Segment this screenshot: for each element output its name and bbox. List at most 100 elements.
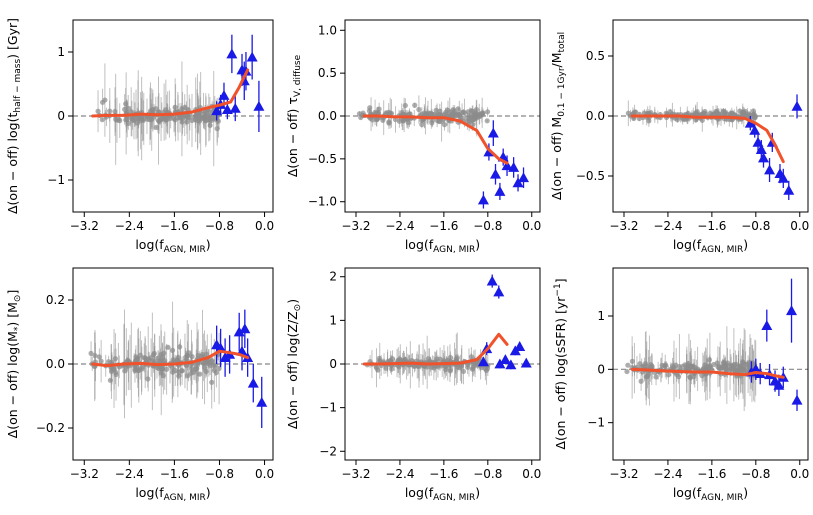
sample-point <box>721 365 727 371</box>
sample-point <box>99 117 105 123</box>
x-tick-label: −3.2 <box>609 219 638 233</box>
sample-point <box>484 118 490 124</box>
agn-triangle-marker <box>247 377 259 388</box>
sample-point <box>156 118 162 125</box>
sample-point <box>184 373 191 379</box>
sample-point <box>95 108 101 114</box>
agn-triangle-marker <box>786 305 798 316</box>
x-tick-label: −2.4 <box>385 467 414 481</box>
y-axis-label: Δ(on − off) log(thalf − mass) [Gyr] <box>5 18 23 214</box>
y-tick-label: 0.0 <box>46 357 65 371</box>
sample-point <box>459 115 465 121</box>
x-tick-label: −2.4 <box>385 219 414 233</box>
sample-point <box>433 107 439 113</box>
sample-point <box>366 108 373 114</box>
panel-mfrac: −3.2 −2.4 −1.6 −0.8 0.0 −0.5 0.0 0.5 log(fAGN, M… <box>549 19 809 255</box>
sample-point <box>638 378 644 384</box>
agn-triangle-marker <box>477 356 489 367</box>
plot-area <box>73 301 273 428</box>
sample-point <box>752 113 758 120</box>
sample-point <box>702 108 708 115</box>
sample-point <box>397 356 403 362</box>
sample-point <box>178 115 185 121</box>
sample-point <box>200 115 206 121</box>
sample-point <box>128 109 134 115</box>
x-tick-label: −0.8 <box>473 219 502 233</box>
sample-point <box>389 366 395 372</box>
x-tick-label: −0.8 <box>205 467 234 481</box>
agn-triangle-marker <box>494 185 506 196</box>
sample-point <box>665 372 672 378</box>
sample-point <box>480 110 486 116</box>
sample-point <box>360 110 366 116</box>
x-tick-label: −1.6 <box>160 219 189 233</box>
sample-point <box>460 109 467 115</box>
sample-point <box>98 358 104 364</box>
sample-point <box>716 111 722 117</box>
sample-point <box>624 368 630 375</box>
sample-point <box>706 365 712 371</box>
x-tick-label: −2.4 <box>653 219 682 233</box>
agn-triangle-marker <box>791 394 803 405</box>
sample-point <box>107 108 113 114</box>
sample-point <box>631 109 638 115</box>
agn-triangle-marker <box>777 172 789 183</box>
y-tick-label: −1.0 <box>308 195 337 209</box>
y-tick-label: 0 <box>329 357 337 371</box>
y-axis-label: Δ(on − off) τV, diffuse <box>285 54 303 177</box>
sample-point <box>214 126 220 132</box>
agn-triangle-marker <box>499 354 511 365</box>
sample-point <box>689 363 695 369</box>
y-tick-label: 2 <box>329 270 337 284</box>
sample-point <box>169 347 176 353</box>
sample-point <box>184 119 190 125</box>
x-tick-label: −0.8 <box>205 219 234 233</box>
agn-triangle-marker <box>518 172 530 183</box>
sample-point <box>467 118 473 124</box>
sample-point <box>442 111 448 117</box>
agn-triangle-marker <box>246 51 258 62</box>
sample-point <box>179 368 185 374</box>
sample-point <box>174 358 180 364</box>
x-tick-label: −3.2 <box>341 219 370 233</box>
sample-point <box>402 102 408 109</box>
agn-triangle-marker <box>229 102 241 113</box>
sample-point <box>160 354 166 360</box>
sample-point <box>113 116 119 122</box>
sample-point <box>158 370 164 376</box>
x-tick-label: 0.0 <box>790 219 809 233</box>
sample-point <box>484 109 491 115</box>
plot-area <box>73 34 273 167</box>
x-tick-label: −1.6 <box>160 467 189 481</box>
sample-point <box>428 111 434 117</box>
agn-triangle-marker <box>226 48 238 59</box>
x-tick-label: −3.2 <box>70 467 99 481</box>
y-tick-label: 1 <box>329 313 337 327</box>
y-axis-label: Δ(on − off) log(sSFR) [yr−1] <box>553 278 568 449</box>
panel-tau: −3.2 −2.4 −1.6 −0.8 0.0 −1.0 −0.5 0.0 0.5 1.0 log(… <box>285 19 541 255</box>
agn-triangle-marker <box>494 358 506 369</box>
sample-point <box>442 364 449 370</box>
sample-point <box>125 105 131 111</box>
sample-point <box>400 118 406 124</box>
sample-point <box>464 364 471 370</box>
agn-triangle-marker <box>256 396 268 407</box>
x-tick-label: −2.4 <box>653 467 682 481</box>
y-tick-label: −0.2 <box>36 421 65 435</box>
sample-point <box>720 109 727 115</box>
plot-area <box>345 274 540 389</box>
agn-triangle-marker <box>761 320 773 330</box>
agn-triangle-marker <box>493 286 505 297</box>
agn-triangle-marker <box>505 359 517 370</box>
sample-point <box>375 109 381 116</box>
agn-triangle-marker <box>253 100 265 111</box>
x-tick-label: 0.0 <box>790 467 809 481</box>
sample-point <box>125 120 131 126</box>
plot-area <box>613 94 808 200</box>
sample-point <box>149 116 155 123</box>
y-tick-label: −2 <box>319 444 337 458</box>
sample-point <box>192 113 198 120</box>
sample-point <box>438 119 445 125</box>
y-tick-label: 0.2 <box>46 293 65 307</box>
x-tick-label: −1.6 <box>429 219 458 233</box>
